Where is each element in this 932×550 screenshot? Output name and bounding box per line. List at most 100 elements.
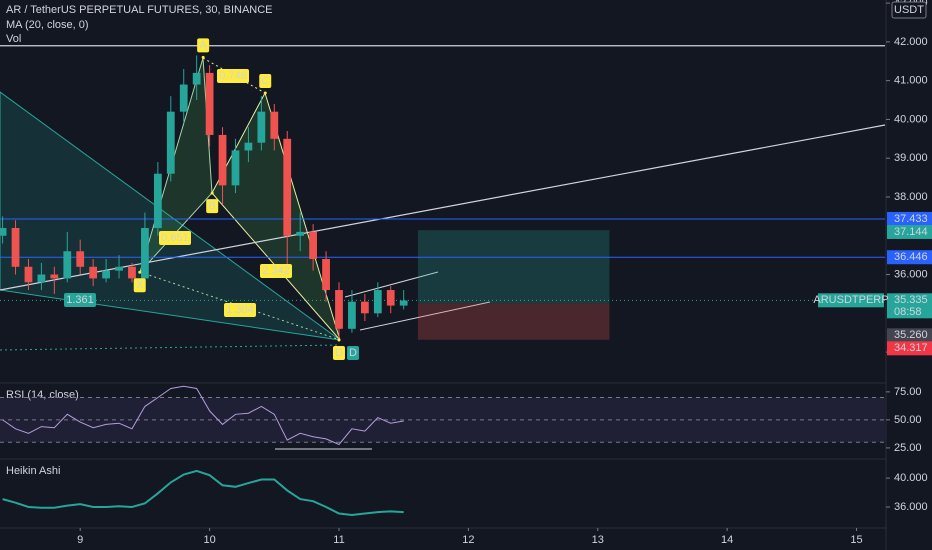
pattern-point: [138, 270, 142, 274]
candle-body: [141, 228, 149, 279]
x-tick-label: 10: [203, 534, 215, 546]
candle-body: [348, 301, 356, 329]
y-tick-label: 40.000: [894, 113, 928, 125]
candle-body: [257, 111, 266, 143]
currency-label: USDT: [894, 4, 924, 16]
candle-body: [231, 150, 240, 186]
candle-body: [296, 231, 305, 236]
y-tick-label: 39.000: [894, 152, 928, 164]
pattern-point: [201, 55, 205, 59]
price-label: 34.317: [894, 342, 928, 354]
candle-body: [128, 266, 136, 279]
y-tick-label: 42.000: [894, 36, 928, 48]
y-tick-label: 75.00: [894, 386, 922, 398]
pattern-point-box: [332, 346, 345, 361]
candle-body: [153, 173, 162, 228]
pattern-point-box: [259, 74, 272, 89]
rsi-line: [2, 385, 404, 446]
ratio-box: [260, 264, 292, 278]
trend-line: [0, 344, 341, 351]
ratio-label: 0.651: [161, 232, 189, 244]
pattern-point: [263, 91, 267, 95]
candle-body: [205, 72, 214, 135]
currency-box: [891, 1, 927, 19]
pattern-point-label: B: [209, 200, 216, 212]
candle-body: [24, 266, 33, 283]
price-label-box: [887, 328, 932, 343]
candle-body: [102, 270, 110, 279]
x-tick-label: 14: [721, 534, 733, 546]
ratio-label: 0.746: [219, 70, 247, 82]
pattern-point: [337, 338, 341, 342]
candle-body: [50, 274, 59, 279]
candle-body: [335, 290, 343, 329]
price-label: 37.433: [894, 213, 928, 225]
y-tick-label: 40.000: [894, 472, 928, 484]
candle-body: [192, 72, 201, 85]
candle-body: [166, 111, 175, 174]
y-tick-label: 36.000: [894, 268, 928, 280]
pattern-fill: [0, 91, 341, 341]
y-tick-label: 50.00: [894, 414, 922, 426]
trend-line: [359, 301, 491, 331]
y-tick-label: 36.000: [894, 501, 928, 513]
position-target: [417, 230, 610, 304]
x-tick-label: 11: [333, 534, 344, 546]
indicator-label: MA (20, close, 0): [6, 19, 89, 31]
price-label-box: [887, 293, 932, 308]
pattern-point-box: [133, 278, 146, 293]
candle-body: [360, 301, 369, 314]
pattern-point-box: [206, 199, 219, 214]
candle-body: [218, 134, 227, 186]
price-label: 35.335: [894, 294, 928, 306]
pattern-point-box: [197, 38, 210, 53]
price-label-box: [887, 224, 932, 239]
candle-body: [270, 111, 279, 139]
candle-body: [373, 290, 382, 314]
candle-body: [0, 228, 7, 236]
countdown-label: 08:58: [894, 306, 922, 318]
symbol-label: ARUSDTPERP: [813, 294, 888, 306]
candle-body: [283, 138, 292, 236]
ratio-label: 1.304: [226, 304, 254, 316]
chart-title: AR / TetherUS PERPETUAL FUTURES, 30, BIN…: [6, 4, 273, 16]
candle-body: [322, 259, 330, 291]
x-tick-label: 15: [850, 534, 862, 546]
ratio-label: 2.342: [262, 265, 290, 277]
candle-body: [179, 84, 188, 112]
ratio-box: [159, 231, 191, 245]
candle-body: [11, 228, 20, 267]
x-tick-label: 12: [462, 534, 474, 546]
pattern-point-label: X: [136, 279, 144, 291]
pattern-point: [210, 191, 214, 195]
price-label-box: [887, 341, 932, 356]
countdown-box: [887, 306, 932, 319]
candle-body: [89, 266, 98, 279]
heikin-ashi-line: [2, 469, 404, 517]
indicator-label: Vol: [6, 33, 21, 45]
ratio-box: [217, 69, 249, 83]
price-label-box: [887, 250, 932, 265]
ratio-box: [224, 303, 256, 317]
candle-body: [386, 290, 395, 306]
y-tick-label: 25.00: [894, 442, 922, 454]
price-label: 37.144: [894, 226, 928, 238]
heikin-ashi-title: Heikin Ashi: [6, 465, 60, 477]
x-tick-label: 13: [592, 534, 604, 546]
pattern-point-label: A: [199, 39, 207, 51]
y-tick-label: 41.000: [894, 75, 928, 87]
candle-body: [244, 142, 253, 151]
pattern-point-label: D: [335, 347, 343, 359]
symbol-box: [818, 293, 884, 308]
pattern-point-label: C: [261, 75, 269, 87]
y-tick-label: 38.000: [894, 191, 928, 203]
price-label: 36.446: [894, 251, 928, 263]
trend-line: [344, 271, 439, 298]
candle-body: [37, 274, 46, 283]
candle-body: [63, 251, 72, 279]
ratio-label: 1.361: [66, 294, 94, 306]
ratio-box: [64, 293, 96, 307]
price-label-box: [887, 211, 932, 226]
